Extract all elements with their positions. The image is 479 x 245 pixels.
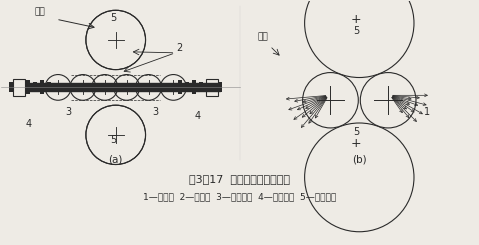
Text: (b): (b) <box>352 155 366 165</box>
Bar <box>218 83 222 92</box>
Text: (a): (a) <box>109 155 123 165</box>
Text: 5: 5 <box>110 135 116 145</box>
Bar <box>26 80 30 94</box>
Text: 图3－17  压缩空气喷射式轧车: 图3－17 压缩空气喷射式轧车 <box>190 174 290 184</box>
Bar <box>10 83 13 92</box>
Text: 5: 5 <box>353 127 359 137</box>
Bar <box>33 83 37 92</box>
Circle shape <box>303 73 358 128</box>
Text: 3: 3 <box>65 107 71 117</box>
Text: +: + <box>351 13 362 26</box>
Circle shape <box>305 0 414 77</box>
Circle shape <box>360 73 416 128</box>
Bar <box>185 83 189 92</box>
Text: 1—密封区  2—密封件  3—不锈钢辊  4—辅助辊筒  5—橡胶辊筒: 1—密封区 2—密封件 3—不锈钢辊 4—辅助辊筒 5—橡胶辊筒 <box>143 192 337 201</box>
Circle shape <box>86 105 146 165</box>
Text: 1: 1 <box>424 107 430 117</box>
Text: 织物: 织物 <box>34 7 45 16</box>
Text: 5: 5 <box>110 13 116 23</box>
Bar <box>178 80 182 94</box>
Text: 5: 5 <box>353 26 359 36</box>
Circle shape <box>86 10 146 70</box>
Bar <box>199 83 203 92</box>
Bar <box>47 83 51 92</box>
Text: 3: 3 <box>152 107 159 117</box>
Bar <box>40 80 44 94</box>
Text: 2: 2 <box>176 43 182 53</box>
Text: 4: 4 <box>25 119 31 129</box>
Text: 4: 4 <box>194 111 200 121</box>
Circle shape <box>305 123 414 232</box>
Text: +: + <box>351 137 362 150</box>
Bar <box>13 78 25 96</box>
Text: 织物: 织物 <box>258 32 269 41</box>
Bar <box>206 78 218 96</box>
Bar <box>192 80 196 94</box>
